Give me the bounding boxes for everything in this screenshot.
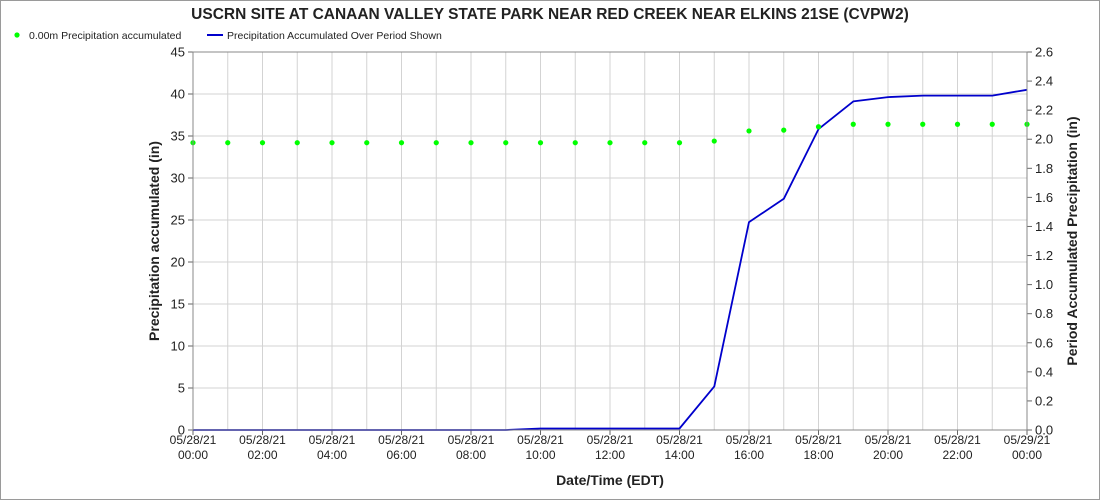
precip-accumulated-point [537, 140, 544, 146]
x-tick-date: 05/28/21 [378, 433, 425, 447]
x-tick-date: 05/28/21 [656, 433, 703, 447]
precip-accumulated-point [294, 140, 300, 146]
precip-accumulated-point [850, 121, 856, 127]
x-tick-time: 00:00 [178, 448, 208, 462]
series-precipitation-accumulated [190, 121, 1030, 146]
x-tick-date: 05/28/21 [726, 433, 773, 447]
x-axis-label: Date/Time (EDT) [556, 472, 664, 488]
precip-accumulated-point [711, 138, 717, 144]
y-right-tick-label: 0.4 [1035, 364, 1053, 379]
precip-accumulated-point [642, 140, 648, 146]
x-tick-date: 05/28/21 [448, 433, 495, 447]
precip-accumulated-point [225, 140, 231, 146]
y-axis-right-label: Period Accumulated Precipitation (in) [1064, 116, 1080, 365]
y-right-tick-label: 1.2 [1035, 248, 1053, 263]
precip-accumulated-point [989, 121, 995, 127]
y-left-tick-label: 25 [171, 213, 185, 228]
y-right-tick-label: 2.0 [1035, 132, 1053, 147]
precip-accumulated-point [503, 140, 509, 146]
y-left-tick-label: 35 [171, 129, 185, 144]
x-tick-time: 02:00 [247, 448, 277, 462]
y-left-tick-label: 20 [171, 255, 185, 270]
y-right-tick-label: 0.6 [1035, 335, 1053, 350]
y-left-tick-label: 5 [178, 381, 185, 396]
plot-area-border [192, 51, 1028, 431]
x-tick-time: 10:00 [525, 448, 555, 462]
y-left-tick-label: 0 [178, 423, 185, 438]
x-tick-date: 05/28/21 [239, 433, 286, 447]
x-tick-time: 08:00 [456, 448, 486, 462]
y-left-tick-label: 10 [171, 339, 185, 354]
x-tick-time: 00:00 [1012, 448, 1042, 462]
y-axis-right-ticks: 0.0 0.2 0.4 0.6 0.8 1.0 1.2 1.4 1.6 1.8 2.0 2.2 2.4 2… [1027, 45, 1053, 438]
y-left-tick-label: 30 [171, 171, 185, 186]
x-axis-ticks: 05/28/2100:0005/28/2102:0005/28/2104:000… [170, 430, 1051, 462]
x-tick-date: 05/28/21 [865, 433, 912, 447]
y-right-tick-label: 1.6 [1035, 190, 1053, 205]
precip-accumulated-point [746, 128, 752, 134]
x-tick-time: 04:00 [317, 448, 347, 462]
x-tick-time: 06:00 [386, 448, 416, 462]
precip-accumulated-point [433, 140, 439, 146]
x-tick-time: 22:00 [942, 448, 972, 462]
precip-accumulated-point [815, 124, 822, 130]
y-right-tick-label: 2.6 [1035, 45, 1053, 60]
x-tick-time: 20:00 [873, 448, 903, 462]
precip-accumulated-point [920, 121, 926, 127]
y-right-tick-label: 1.4 [1035, 219, 1053, 234]
chart-title: USCRN SITE AT CANAAN VALLEY STATE PARK N… [191, 6, 909, 23]
y-right-tick-label: 1.0 [1035, 277, 1053, 292]
precip-accumulated-point [954, 121, 961, 127]
x-tick-date: 05/29/21 [1004, 433, 1051, 447]
y-left-tick-label: 45 [171, 45, 185, 60]
precip-accumulated-point [607, 140, 613, 146]
x-tick-time: 14:00 [664, 448, 694, 462]
y-left-tick-label: 40 [171, 87, 185, 102]
y-right-tick-label: 2.2 [1035, 103, 1053, 118]
legend-label-points: 0.00m Precipitation accumulated [29, 30, 181, 42]
precip-accumulated-point [329, 140, 335, 146]
legend-label-line: Precipitation Accumulated Over Period Sh… [227, 30, 442, 42]
grid [192, 51, 1028, 431]
precip-accumulated-point [676, 140, 683, 146]
x-tick-time: 16:00 [734, 448, 764, 462]
legend-marker-points [14, 32, 20, 38]
y-axis-left-label: Precipitation accumulated (in) [146, 141, 162, 341]
precip-accumulated-point [364, 140, 370, 146]
y-right-tick-label: 0.8 [1035, 306, 1053, 321]
y-right-tick-label: 1.8 [1035, 161, 1053, 176]
x-tick-date: 05/28/21 [587, 433, 634, 447]
x-tick-date: 05/28/21 [795, 433, 842, 447]
precip-accumulated-point [572, 140, 578, 146]
y-axis-left-ticks: 0 5 10 15 20 25 30 35 40 45 [171, 45, 193, 438]
x-tick-time: 12:00 [595, 448, 625, 462]
y-right-tick-label: 0.0 [1035, 423, 1053, 438]
legend: 0.00m Precipitation accumulated Precipit… [14, 30, 442, 42]
y-right-tick-label: 0.2 [1035, 393, 1053, 408]
precip-accumulated-point [468, 140, 474, 146]
precip-accumulated-point [885, 121, 891, 127]
x-tick-time: 18:00 [803, 448, 833, 462]
precip-accumulated-point [398, 140, 405, 146]
y-left-tick-label: 15 [171, 297, 185, 312]
x-tick-date: 05/28/21 [170, 433, 217, 447]
x-tick-date: 05/28/21 [309, 433, 356, 447]
precip-accumulated-point [259, 140, 266, 146]
precip-accumulated-point [781, 127, 787, 133]
x-tick-date: 05/28/21 [934, 433, 981, 447]
x-tick-date: 05/28/21 [517, 433, 564, 447]
y-right-tick-label: 2.4 [1035, 74, 1053, 89]
